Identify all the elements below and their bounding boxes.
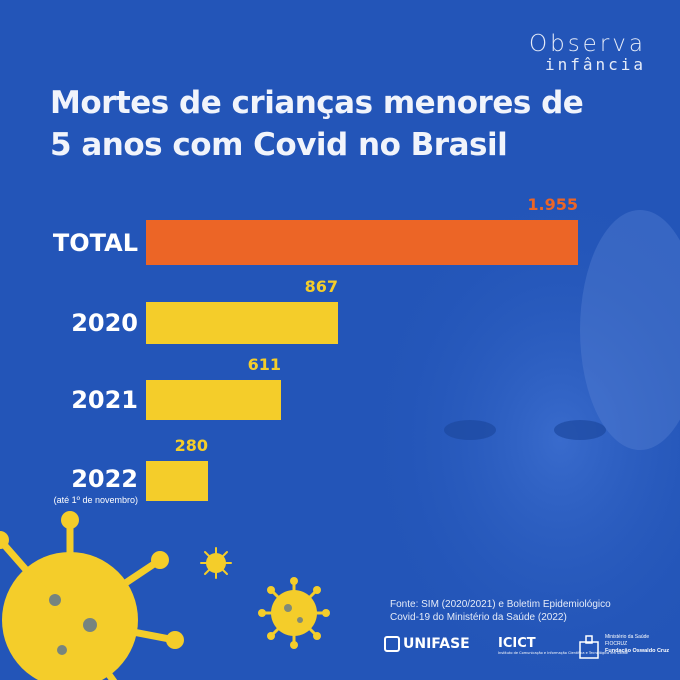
fiocruz-building-icon (579, 635, 599, 659)
virus-icon (49, 594, 97, 655)
logo-line-2: infância (544, 55, 646, 74)
value-label-2022: 280 (174, 436, 208, 455)
source-line-2: Covid-19 do Ministério da Saúde (2022) (390, 612, 567, 623)
value-label-2020: 867 (304, 277, 338, 296)
category-note-2022: (até 1º de novembro) (53, 495, 138, 505)
icict-logo: ICICT Instituto de Comunicação e Informa… (498, 636, 628, 655)
category-label-2020: 2020 (71, 309, 138, 337)
unifase-mark-icon (384, 636, 400, 652)
category-label-total: TOTAL (52, 229, 138, 257)
icict-sub: Instituto de Comunicação e Informação Ci… (498, 651, 628, 655)
bar-2022 (146, 461, 208, 501)
value-label-2021: 611 (247, 355, 281, 374)
unifase-label: UNIFASE (403, 636, 470, 652)
child-photo-shape (360, 180, 680, 680)
category-label-2022: 2022 (71, 465, 138, 493)
bar-total (146, 220, 578, 265)
source-line-1: Fonte: SIM (2020/2021) e Boletim Epidemi… (390, 599, 611, 610)
virus-icon (200, 547, 232, 579)
observa-infancia-logo: Observa infância (529, 32, 646, 74)
source-note: Fonte: SIM (2020/2021) e Boletim Epidemi… (390, 598, 650, 624)
virus-icon (0, 511, 184, 680)
chart-title: Mortes de crianças menores de 5 anos com… (50, 85, 584, 163)
logo-line-1: Observa (529, 31, 646, 57)
icict-label: ICICT (498, 636, 536, 651)
fiocruz-logo: Ministério da Saúde FIOCRUZ Fundação Osw… (578, 634, 669, 660)
fiocruz-small-label: FIOCRUZ (605, 641, 628, 647)
ministerio-label: Ministério da Saúde (605, 634, 650, 640)
value-label-total: 1.955 (527, 195, 578, 214)
category-label-2021: 2021 (71, 386, 138, 414)
virus-icon (258, 577, 330, 649)
bar-2021 (146, 380, 281, 420)
unifase-logo: UNIFASE (384, 636, 470, 652)
bar-2020 (146, 302, 338, 344)
fiocruz-label: Fundação Oswaldo Cruz (605, 648, 670, 654)
